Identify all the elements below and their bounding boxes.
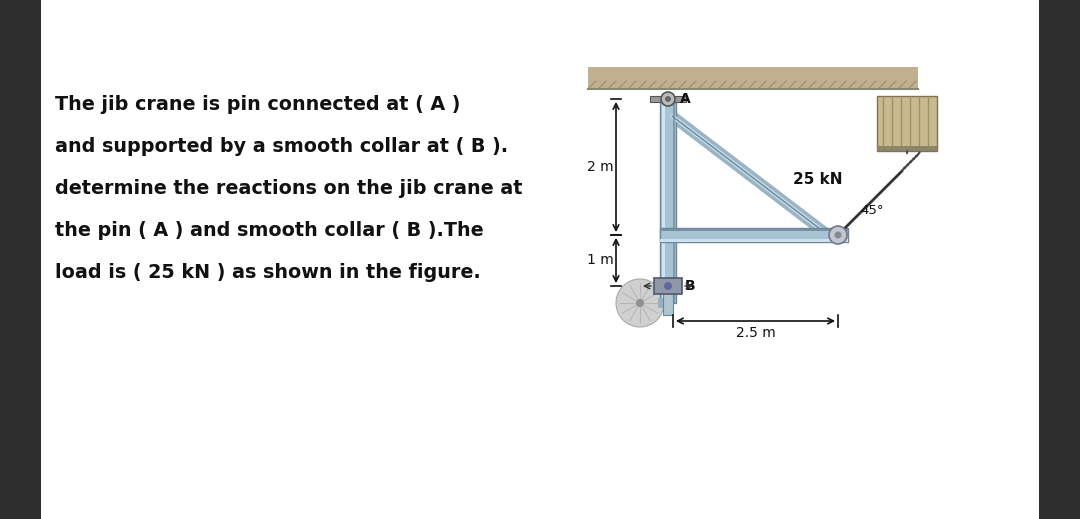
Bar [588,67,918,89]
Circle shape [664,282,672,290]
Bar [660,229,848,231]
Bar [660,228,848,242]
Circle shape [616,279,664,327]
Text: 2.5 m: 2.5 m [735,326,775,340]
Bar [673,99,675,303]
Circle shape [661,92,675,106]
Text: the pin ( A ) and smooth collar ( B ).The: the pin ( A ) and smooth collar ( B ).Th… [55,221,484,239]
Bar [650,96,686,102]
Text: determine the reactions on the jib crane at: determine the reactions on the jib crane… [55,179,523,198]
Text: 45°: 45° [860,203,883,216]
Bar [660,239,848,242]
Bar [654,278,681,294]
Circle shape [829,226,847,244]
Bar [662,99,665,303]
Text: A: A [680,92,691,106]
Text: load is ( 25 kN ) as shown in the figure.: load is ( 25 kN ) as shown in the figure… [55,263,481,281]
Text: The jib crane is pin connected at ( A ): The jib crane is pin connected at ( A ) [55,94,460,114]
Text: 2 m: 2 m [586,160,613,174]
Bar [877,97,936,152]
Circle shape [636,299,644,307]
Text: 1 m: 1 m [586,253,613,267]
Bar [658,298,669,308]
Bar [663,291,673,315]
Text: and supported by a smooth collar at ( B ).: and supported by a smooth collar at ( B … [55,136,508,156]
Bar [660,99,676,303]
Text: 25 kN: 25 kN [793,172,842,187]
Text: B: B [685,279,696,293]
Bar [877,146,936,152]
Circle shape [665,96,671,102]
Circle shape [835,231,841,239]
